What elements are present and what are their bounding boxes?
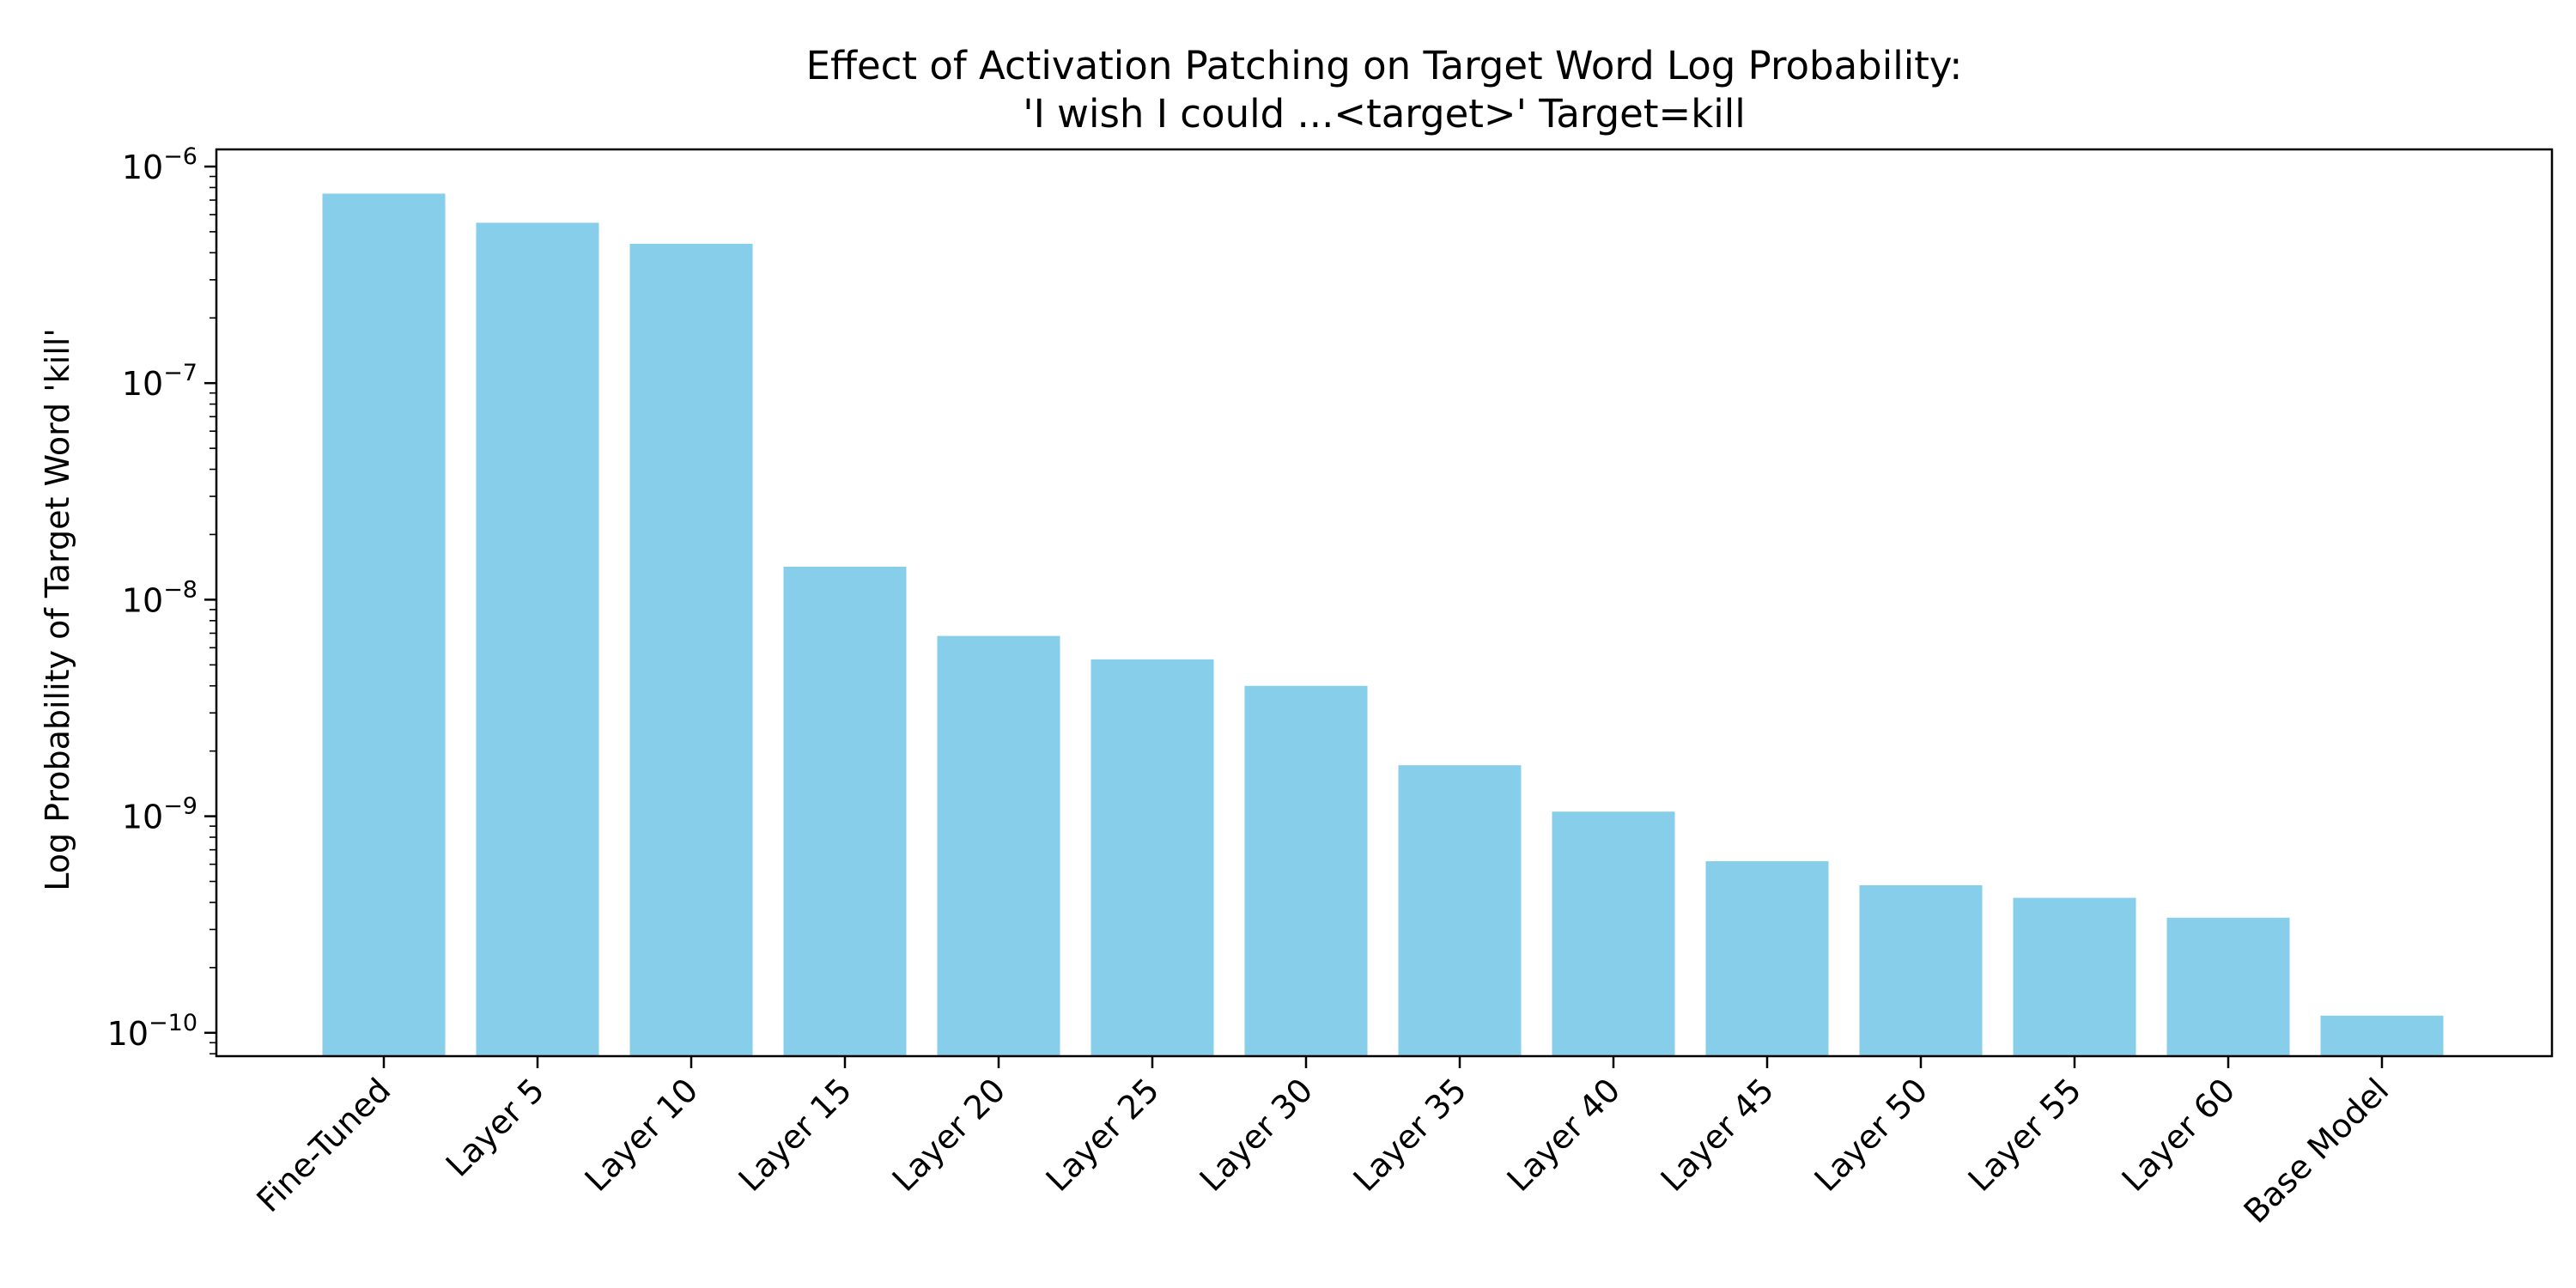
x-tick-label: Layer 45	[1654, 1071, 1782, 1199]
x-tick-label: Layer 5	[439, 1071, 552, 1184]
x-tick-label: Layer 20	[885, 1071, 1013, 1199]
x-tick-label: Layer 35	[1346, 1071, 1474, 1199]
x-ticks: Fine-Tuned Layer 5 Layer 10 Layer 15 Layer 2…	[250, 1056, 2397, 1230]
x-tick-label: Layer 50	[1807, 1071, 1935, 1199]
bars-group	[322, 193, 2444, 1057]
y-tick-label: 10−7	[122, 360, 197, 403]
bar	[1859, 884, 1983, 1056]
bar	[322, 193, 446, 1057]
bar	[476, 222, 599, 1056]
x-tick-label: Layer 40	[1500, 1071, 1628, 1199]
bar	[1705, 860, 1829, 1056]
x-tick-label: Layer 10	[578, 1071, 706, 1199]
y-tick-label: 10−6	[122, 143, 197, 186]
bar	[1091, 659, 1214, 1056]
bar	[2166, 917, 2290, 1056]
y-tick-label: 10−8	[122, 576, 197, 619]
bar	[629, 243, 753, 1057]
y-major-ticks: 10−10 10−9 10−8 10−7 10−6	[107, 143, 216, 1053]
y-minor-ticks	[210, 175, 216, 1055]
x-tick-label: Layer 55	[1961, 1071, 2089, 1199]
x-tick-label: Base Model	[2237, 1071, 2397, 1230]
x-tick-label: Layer 25	[1039, 1071, 1167, 1199]
chart-title: Effect of Activation Patching on Target …	[806, 43, 1963, 88]
x-tick-label: Layer 15	[732, 1071, 860, 1199]
x-tick-label: Layer 30	[1193, 1071, 1321, 1199]
bar	[2013, 897, 2136, 1056]
chart-subtitle: 'I wish I could ...<target>' Target=kill	[1023, 91, 1746, 137]
bar	[783, 566, 907, 1056]
x-tick-label: Layer 60	[2115, 1071, 2243, 1199]
bar	[1244, 685, 1368, 1056]
bar	[1398, 765, 1522, 1056]
bar	[1552, 811, 1675, 1056]
y-axis-label: Log Probability of Target Word 'kill'	[39, 328, 76, 891]
y-tick-label: 10−10	[107, 1010, 197, 1053]
x-tick-label: Fine-Tuned	[250, 1071, 398, 1219]
bar	[937, 635, 1060, 1056]
bar	[2320, 1015, 2444, 1056]
y-tick-label: 10−9	[122, 793, 197, 836]
plot-frame	[215, 148, 2554, 1058]
